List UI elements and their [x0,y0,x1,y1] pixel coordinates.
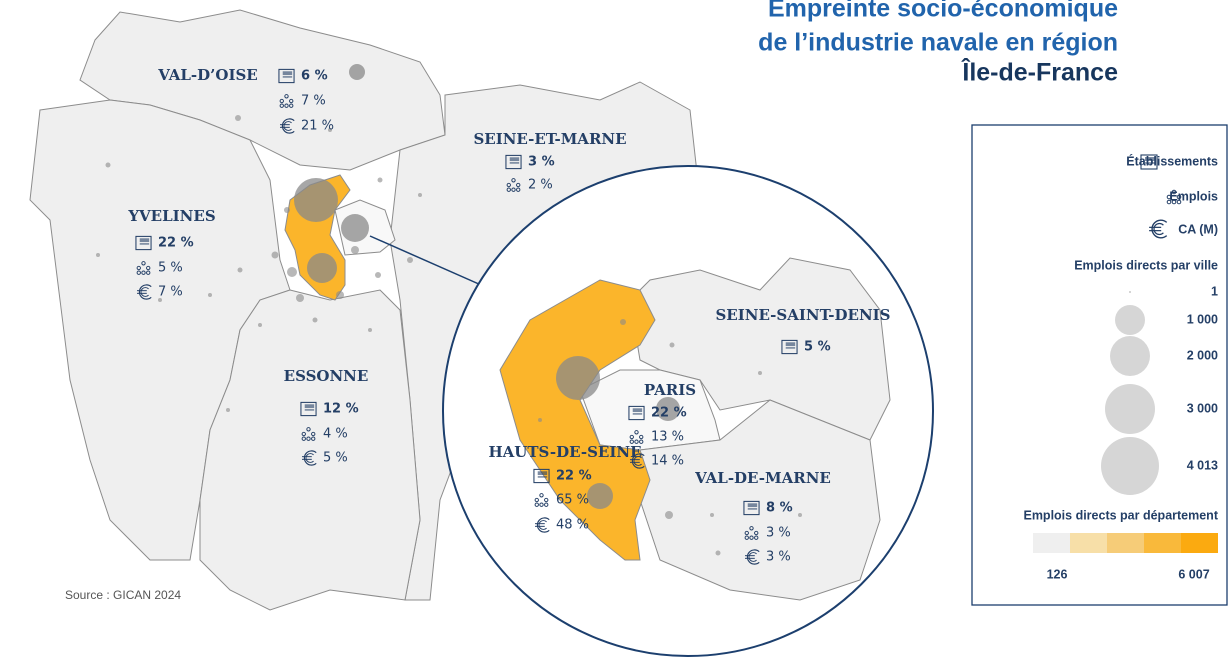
stat-value: 13 % [651,430,684,445]
department-name: VAL-D’OISE [157,66,257,84]
legend-title: Emplois directs par ville [1074,258,1218,272]
stat-value: 12 % [323,402,359,417]
legend-title: Emplois directs par département [1023,508,1218,522]
legend-size: 1 000 [1187,312,1218,326]
stat-value: 3 % [766,526,791,541]
stat-value: 22 % [556,469,592,484]
city-bubble [294,178,338,222]
legend-min: 126 [1047,567,1068,581]
city-bubble [587,483,613,509]
stat-value: 21 % [301,119,334,134]
essonne-shape [199,289,421,611]
stat-value: 22 % [651,406,687,421]
legend-bubble [1105,384,1155,434]
city-bubble [656,397,680,421]
department-labels: VAL-D’OISE 6 % 7 % 21 % SEINE-ET-MARNE 3 % 2 %… [127,66,891,565]
legend-bubble [1115,305,1145,335]
department-name: PARIS [644,381,696,399]
department-name: YVELINES [127,207,215,225]
legend-label: Emplois [1169,189,1218,203]
legend-size: 4 013 [1187,458,1218,472]
stat-value: 4 % [323,427,348,442]
city-bubble [341,214,369,242]
legend-box [971,124,1228,606]
zoom-inset [442,165,934,657]
legend-max: 6 007 [1178,567,1209,581]
region-map [29,9,701,611]
legend-size: 3 000 [1187,401,1218,415]
hauts-de-seine-shape [499,279,656,561]
stat-value: 48 % [556,518,589,533]
stat-value: 5 % [804,340,831,355]
legend-bubble [1101,437,1159,495]
stat-value: 5 % [323,451,348,466]
city-bubble [349,64,365,80]
stat-value: 14 % [651,454,684,469]
small-dots [96,115,422,412]
small-dots [538,319,802,556]
legend-label: Établissements [1126,153,1218,168]
department-name: HAUTS-DE-SEINE [488,443,641,461]
legend-bubble [1129,291,1131,293]
title-highlight: Île-de-France [960,57,1118,87]
department-name: ESSONNE [284,367,369,385]
stat-value: 5 % [158,261,183,276]
department-name: VAL-DE-MARNE [694,469,831,487]
legend-size: 2 000 [1187,348,1218,362]
val-de-marne-shape [639,399,881,601]
department-name: SEINE-ET-MARNE [473,130,626,148]
city-bubble [556,356,600,400]
title-line: Empreinte socio-économique [768,0,1118,23]
stat-value: 65 % [556,493,589,508]
department-name: SEINE-SAINT-DENIS [715,306,890,324]
legend-label: CA (M) [1178,222,1218,236]
stat-value: 7 % [301,94,326,109]
stat-value: 22 % [158,236,194,251]
stat-value: 2 % [528,178,553,193]
legend-size: 1 [1211,284,1218,298]
stat-value: 6 % [301,69,328,84]
stat-value: 7 % [158,285,183,300]
city-bubble [307,253,337,283]
legend-bubble [1110,336,1150,376]
stat-value: 3 % [528,155,555,170]
source: Source : GICAN 2024 [65,588,181,602]
stat-value: 8 % [766,501,793,516]
legend: Établissements Emplois CA (M) Emplois di… [971,124,1228,606]
legend-gradient [1033,533,1218,553]
stat-value: 3 % [766,550,791,565]
title-line: de l’industrie navale en région [758,29,1118,57]
